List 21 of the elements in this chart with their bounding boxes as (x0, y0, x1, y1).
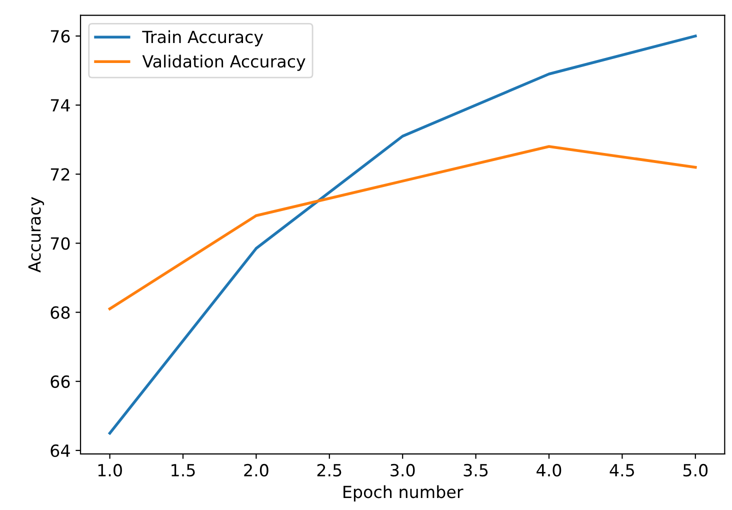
legend-label: Validation Accuracy (142, 54, 306, 71)
y-tick-label: 70 (50, 237, 70, 250)
x-tick-label: 1.5 (172, 464, 195, 477)
x-axis-title: Epoch number (344, 485, 464, 502)
line-series (108, 145, 697, 310)
x-tick-label: 2.0 (244, 464, 268, 477)
y-tick-label: 68 (50, 306, 70, 319)
x-tick-label: 4.5 (610, 464, 634, 477)
y-tick-label: 66 (50, 375, 70, 388)
y-tick-label: 64 (50, 444, 70, 458)
y-tick-label: 72 (50, 168, 70, 180)
y-tick-label: 76 (50, 30, 70, 43)
x-tick-label: 2.5 (317, 464, 342, 477)
y-axis-title: Accuracy (28, 197, 44, 273)
x-tick-label: 1.0 (98, 464, 122, 477)
x-tick-label: 4.0 (536, 464, 562, 477)
legend-label: Train Accuracy (142, 30, 264, 46)
y-tick-label: 74 (50, 99, 70, 112)
x-tick-label: 5.0 (683, 464, 708, 477)
x-tick-label: 3.5 (464, 464, 488, 477)
x-tick-label: 3.0 (390, 464, 415, 477)
